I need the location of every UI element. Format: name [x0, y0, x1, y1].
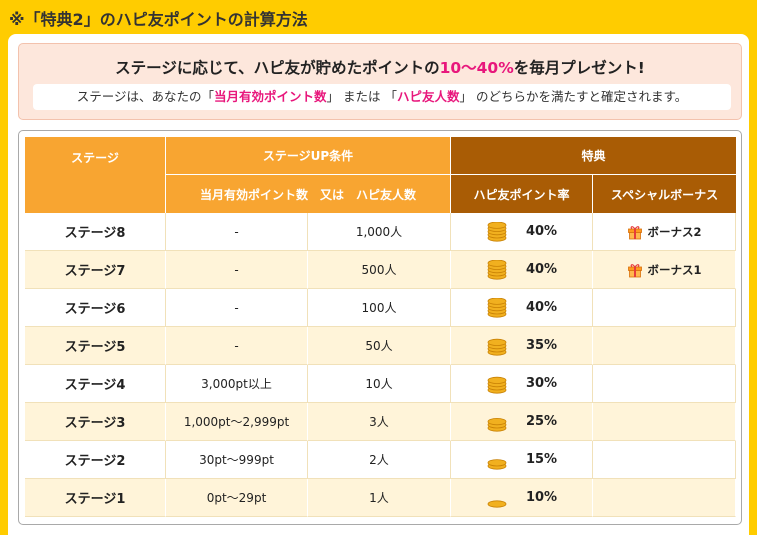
table-body: ステージ8-1,000人 40% ボーナス2 ステージ7-500人 40% ボーナス1 ステ… [25, 213, 737, 517]
intro-subtext: ステージは、あなたの「当月有効ポイント数」 または 「ハピ友人数」 のどちらかを… [33, 84, 731, 110]
cell-stage: ステージ3 [25, 403, 166, 441]
table-row: ステージ2 30pt〜999pt 2人 15% [25, 441, 737, 479]
cell-rate: 40% [451, 213, 593, 251]
cell-stage: ステージ6 [25, 289, 166, 327]
cell-friends: 3人 [308, 403, 451, 441]
header-condition-sub: 当月有効ポイント数 又は ハピ友人数 [166, 175, 451, 213]
header-rate: ハピ友ポイント率 [451, 175, 593, 213]
cell-stage: ステージ4 [25, 365, 166, 403]
table-row: ステージ4 3,000pt以上 10人 30% [25, 365, 737, 403]
cell-bonus [593, 365, 737, 403]
cell-points: 30pt〜999pt [166, 441, 308, 479]
table-row: ステージ8-1,000人 40% ボーナス2 [25, 213, 737, 251]
cell-rate: 15% [451, 441, 593, 479]
rate-value: 25% [525, 414, 558, 429]
cell-stage: ステージ8 [25, 213, 166, 251]
rate-value: 30% [525, 376, 558, 391]
rate-value: 40% [525, 262, 558, 277]
table-row: ステージ1 0pt〜29pt 1人 10% [25, 479, 737, 517]
cell-bonus [593, 441, 737, 479]
cell-bonus [593, 479, 737, 517]
page-title: ※「特典2」のハピ友ポイントの計算方法 [9, 10, 308, 29]
bonus-label: ボーナス2 [647, 224, 702, 239]
cell-friends: 500人 [308, 251, 451, 289]
gift-icon [627, 225, 642, 239]
rate-value: 35% [525, 338, 558, 353]
sub-term-friends: ハピ友人数 [396, 89, 460, 104]
cell-bonus [593, 289, 737, 327]
cell-friends: 1,000人 [308, 213, 451, 251]
headline-text-before: ステージに応じて、ハピ友が貯めたポイントの [115, 59, 440, 77]
sub-text-before: ステージは、あなたの「 [76, 89, 215, 104]
bonus-label: ボーナス1 [647, 262, 702, 277]
cell-bonus [593, 403, 737, 441]
cell-points: - [166, 327, 308, 365]
stage-rate-table: ステージ ステージUP条件 特典 当月有効ポイント数 又は ハピ友人数 ハピ友ポ… [25, 137, 737, 517]
cell-rate: 40% [451, 251, 593, 289]
header-condition: ステージUP条件 [166, 137, 451, 175]
cell-friends: 10人 [308, 365, 451, 403]
cell-stage: ステージ5 [25, 327, 166, 365]
cell-points: 0pt〜29pt [166, 479, 308, 517]
headline-highlight: 10〜40% [439, 59, 514, 77]
sub-text-middle: 」 または 「 [326, 89, 397, 104]
rate-value: 10% [525, 490, 558, 505]
gift-icon [627, 263, 642, 277]
cell-stage: ステージ7 [25, 251, 166, 289]
cell-points: - [166, 251, 308, 289]
sub-term-points: 当月有効ポイント数 [214, 89, 327, 104]
intro-headline: ステージに応じて、ハピ友が貯めたポイントの10〜40%を毎月プレゼント! [19, 56, 741, 78]
table-row: ステージ5-50人 35% [25, 327, 737, 365]
cell-friends: 50人 [308, 327, 451, 365]
cell-stage: ステージ1 [25, 479, 166, 517]
cell-friends: 2人 [308, 441, 451, 479]
cell-rate: 40% [451, 289, 593, 327]
table-row: ステージ3 1,000pt〜2,999pt 3人 25% [25, 403, 737, 441]
coin-stack-icon [487, 338, 507, 356]
table-row: ステージ6-100人 40% [25, 289, 737, 327]
cell-points: - [166, 213, 308, 251]
cell-stage: ステージ2 [25, 441, 166, 479]
cell-points: 3,000pt以上 [166, 365, 308, 403]
sub-text-after: 」 のどちらかを満たすと確定されます。 [459, 89, 688, 104]
header-bonus: スペシャルボーナス [593, 175, 737, 213]
coin-stack-icon [487, 417, 507, 432]
coin-stack-icon [487, 259, 507, 280]
cell-rate: 35% [451, 327, 593, 365]
cell-bonus [593, 327, 737, 365]
cell-points: - [166, 289, 308, 327]
rate-value: 15% [525, 452, 558, 467]
header-benefit: 特典 [451, 137, 737, 175]
cell-bonus: ボーナス2 [593, 213, 737, 251]
coin-stack-icon [487, 297, 507, 318]
cell-bonus: ボーナス1 [593, 251, 737, 289]
coin-stack-icon [487, 458, 507, 470]
coin-stack-icon [487, 376, 507, 394]
rate-value: 40% [525, 224, 558, 239]
table-row: ステージ7-500人 40% ボーナス1 [25, 251, 737, 289]
cell-points: 1,000pt〜2,999pt [166, 403, 308, 441]
headline-text-after: を毎月プレゼント! [513, 59, 645, 77]
cell-rate: 30% [451, 365, 593, 403]
cell-rate: 10% [451, 479, 593, 517]
cell-rate: 25% [451, 403, 593, 441]
header-stage: ステージ [25, 137, 166, 213]
rate-value: 40% [525, 300, 558, 315]
cell-friends: 100人 [308, 289, 451, 327]
coin-stack-icon [487, 221, 507, 242]
coin-stack-icon [487, 499, 507, 508]
cell-friends: 1人 [308, 479, 451, 517]
